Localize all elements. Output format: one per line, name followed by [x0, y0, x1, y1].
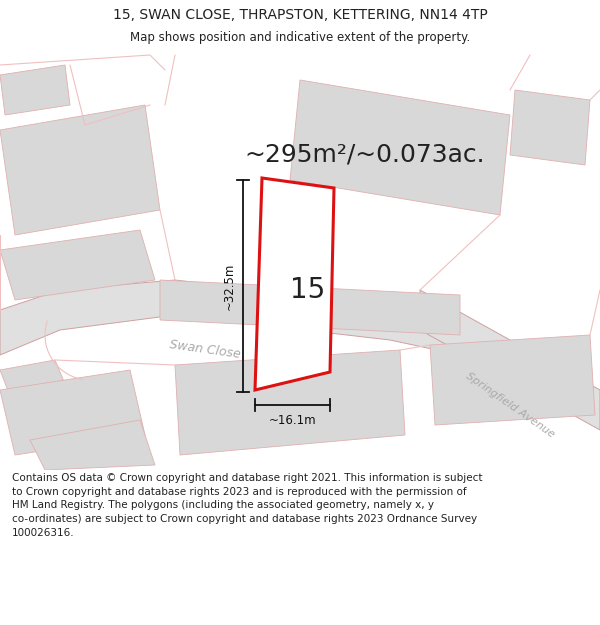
Polygon shape	[0, 280, 460, 355]
Text: 15: 15	[290, 276, 325, 304]
Polygon shape	[160, 280, 460, 335]
Text: ~32.5m: ~32.5m	[223, 262, 235, 309]
Polygon shape	[0, 370, 145, 455]
Polygon shape	[0, 105, 160, 235]
Text: Map shows position and indicative extent of the property.: Map shows position and indicative extent…	[130, 31, 470, 44]
Polygon shape	[0, 230, 155, 300]
Polygon shape	[290, 80, 510, 215]
Text: 15, SWAN CLOSE, THRAPSTON, KETTERING, NN14 4TP: 15, SWAN CLOSE, THRAPSTON, KETTERING, NN…	[113, 8, 487, 22]
Text: Swan Close: Swan Close	[169, 339, 241, 361]
Polygon shape	[30, 420, 155, 470]
Polygon shape	[175, 350, 405, 455]
Polygon shape	[255, 178, 334, 390]
Polygon shape	[0, 360, 80, 435]
Text: Contains OS data © Crown copyright and database right 2021. This information is : Contains OS data © Crown copyright and d…	[12, 473, 482, 538]
Text: Springfield Avenue: Springfield Avenue	[464, 371, 556, 439]
Polygon shape	[430, 335, 595, 425]
Text: ~295m²/~0.073ac.: ~295m²/~0.073ac.	[245, 143, 485, 167]
Text: ~16.1m: ~16.1m	[269, 414, 316, 428]
Polygon shape	[420, 290, 600, 430]
Polygon shape	[0, 65, 70, 115]
Polygon shape	[510, 90, 590, 165]
